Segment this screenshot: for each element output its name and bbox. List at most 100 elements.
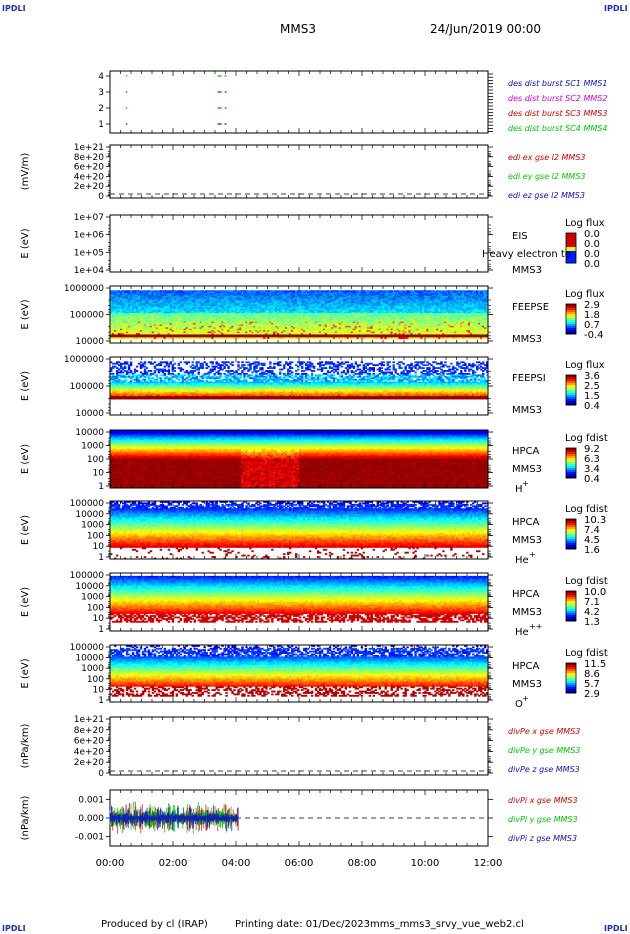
colorbar-cell [566, 237, 576, 240]
spectrogram-cell [221, 311, 224, 314]
spectrogram-cell [193, 290, 196, 293]
spectrogram-cell [211, 304, 214, 307]
spectrogram-cell [189, 323, 192, 325]
spectrogram-cell [117, 307, 121, 310]
spectrogram-cell [183, 333, 186, 335]
spectrogram-cell [149, 333, 153, 335]
spectrogram-cell [129, 301, 133, 304]
spectrogram-cell [261, 290, 264, 293]
spectrogram-cell [145, 298, 149, 301]
spectrogram-cell [229, 311, 232, 314]
spectrogram-cell [111, 297, 115, 300]
spectrogram-cell [249, 327, 252, 330]
spectrogram-cell [203, 331, 206, 334]
spectrogram-cell [215, 304, 218, 307]
spectrogram-cell [229, 330, 232, 332]
spectrogram-cell [133, 313, 137, 315]
spectrogram-cell [153, 318, 157, 321]
spectrogram-cell [145, 308, 149, 311]
spectrogram-cell [117, 305, 121, 308]
spectrogram-cell [155, 321, 159, 324]
spectrogram-cell [237, 320, 240, 323]
spectrogram-cell [185, 318, 188, 321]
spectrogram-cell [119, 317, 123, 320]
spectrogram-cell [243, 331, 246, 334]
spectrogram-cell [119, 315, 123, 318]
spectrogram-cell [127, 333, 131, 335]
spectrogram-cell [157, 321, 161, 324]
spectrogram-cell [167, 314, 171, 317]
spectrogram-cell [177, 318, 181, 321]
spectrogram-cell [131, 298, 135, 301]
spectrogram-cell [231, 301, 234, 304]
spectrogram-cell [211, 301, 214, 304]
spectrogram-cell [217, 327, 220, 330]
spectrogram-cell [175, 293, 179, 295]
spectrogram-cell [135, 334, 139, 337]
spectrogram-cell [115, 328, 119, 331]
spectrogram-cell [149, 337, 153, 340]
spectrogram-cell [243, 307, 246, 310]
spectrogram-cell [127, 334, 131, 337]
spectrogram-cell [223, 318, 226, 321]
spectrogram-cell [207, 301, 210, 304]
spectrogram-cell [209, 313, 212, 315]
spectrogram-cell [183, 330, 186, 332]
spectrogram-cell [235, 293, 238, 295]
spectrogram-cell [137, 291, 141, 294]
spectrogram-cell [143, 315, 147, 318]
spectrogram-cell [205, 303, 208, 305]
spectrogram-cell [229, 323, 232, 325]
spectrogram-cell [245, 321, 248, 324]
spectrogram-cell [145, 317, 149, 320]
spectrogram-cell [203, 320, 206, 323]
spectrogram-cell [187, 313, 190, 315]
spectrogram-cell [139, 337, 143, 340]
spectrogram-cell [213, 334, 216, 337]
spectrogram-cell [197, 325, 200, 328]
spectrogram-cell [135, 323, 139, 325]
spectrogram-cell [163, 304, 167, 307]
spectrogram-cell [235, 291, 238, 294]
spectrogram-cell [159, 304, 163, 307]
spectrogram-cell [217, 313, 220, 315]
spectrogram-cell [191, 294, 194, 297]
spectrogram-cell [167, 300, 171, 303]
spectrogram-cell [115, 323, 119, 325]
spectrogram-cell [209, 334, 212, 337]
spectrogram-cell [189, 330, 192, 332]
y-tick-label: 4e+20 [74, 172, 105, 182]
spectrogram-cell [259, 291, 262, 294]
spectrogram-cell [195, 320, 198, 323]
spectrogram-cell [163, 330, 167, 332]
spectrogram-cell [187, 320, 190, 323]
spectrogram-cell [151, 337, 155, 340]
spectrogram-cell [169, 294, 173, 297]
spectrogram-cell [227, 335, 230, 338]
spectrogram-cell [159, 335, 163, 338]
spectrogram-cell [257, 315, 260, 318]
spectrogram-cell [177, 313, 181, 315]
spectrogram-cell [225, 331, 228, 334]
spectrogram-cell [185, 331, 188, 334]
spectrogram-cell [129, 320, 133, 323]
spectrogram-cell [171, 327, 175, 330]
spectrogram-cell [141, 320, 145, 323]
spectrogram-cell [179, 328, 183, 331]
spectrogram-cell [175, 300, 179, 303]
spectrogram-cell [183, 295, 186, 298]
spectrogram-cell [249, 337, 252, 340]
spectrogram-cell [223, 335, 226, 338]
spectrogram-cell [209, 321, 212, 324]
spectrogram-cell [177, 327, 181, 330]
spectrogram-cell [121, 305, 125, 308]
spectrogram-cell [111, 325, 115, 328]
spectrogram-cell [111, 308, 115, 311]
spectrogram-cell [227, 313, 230, 315]
spectrogram-cell [219, 291, 222, 294]
spectrogram-cell [233, 304, 236, 307]
spectrogram-cell [135, 330, 139, 332]
spectrogram-cell [189, 335, 192, 338]
spectrogram-cell [113, 313, 117, 315]
spectrogram-cell [261, 323, 264, 325]
